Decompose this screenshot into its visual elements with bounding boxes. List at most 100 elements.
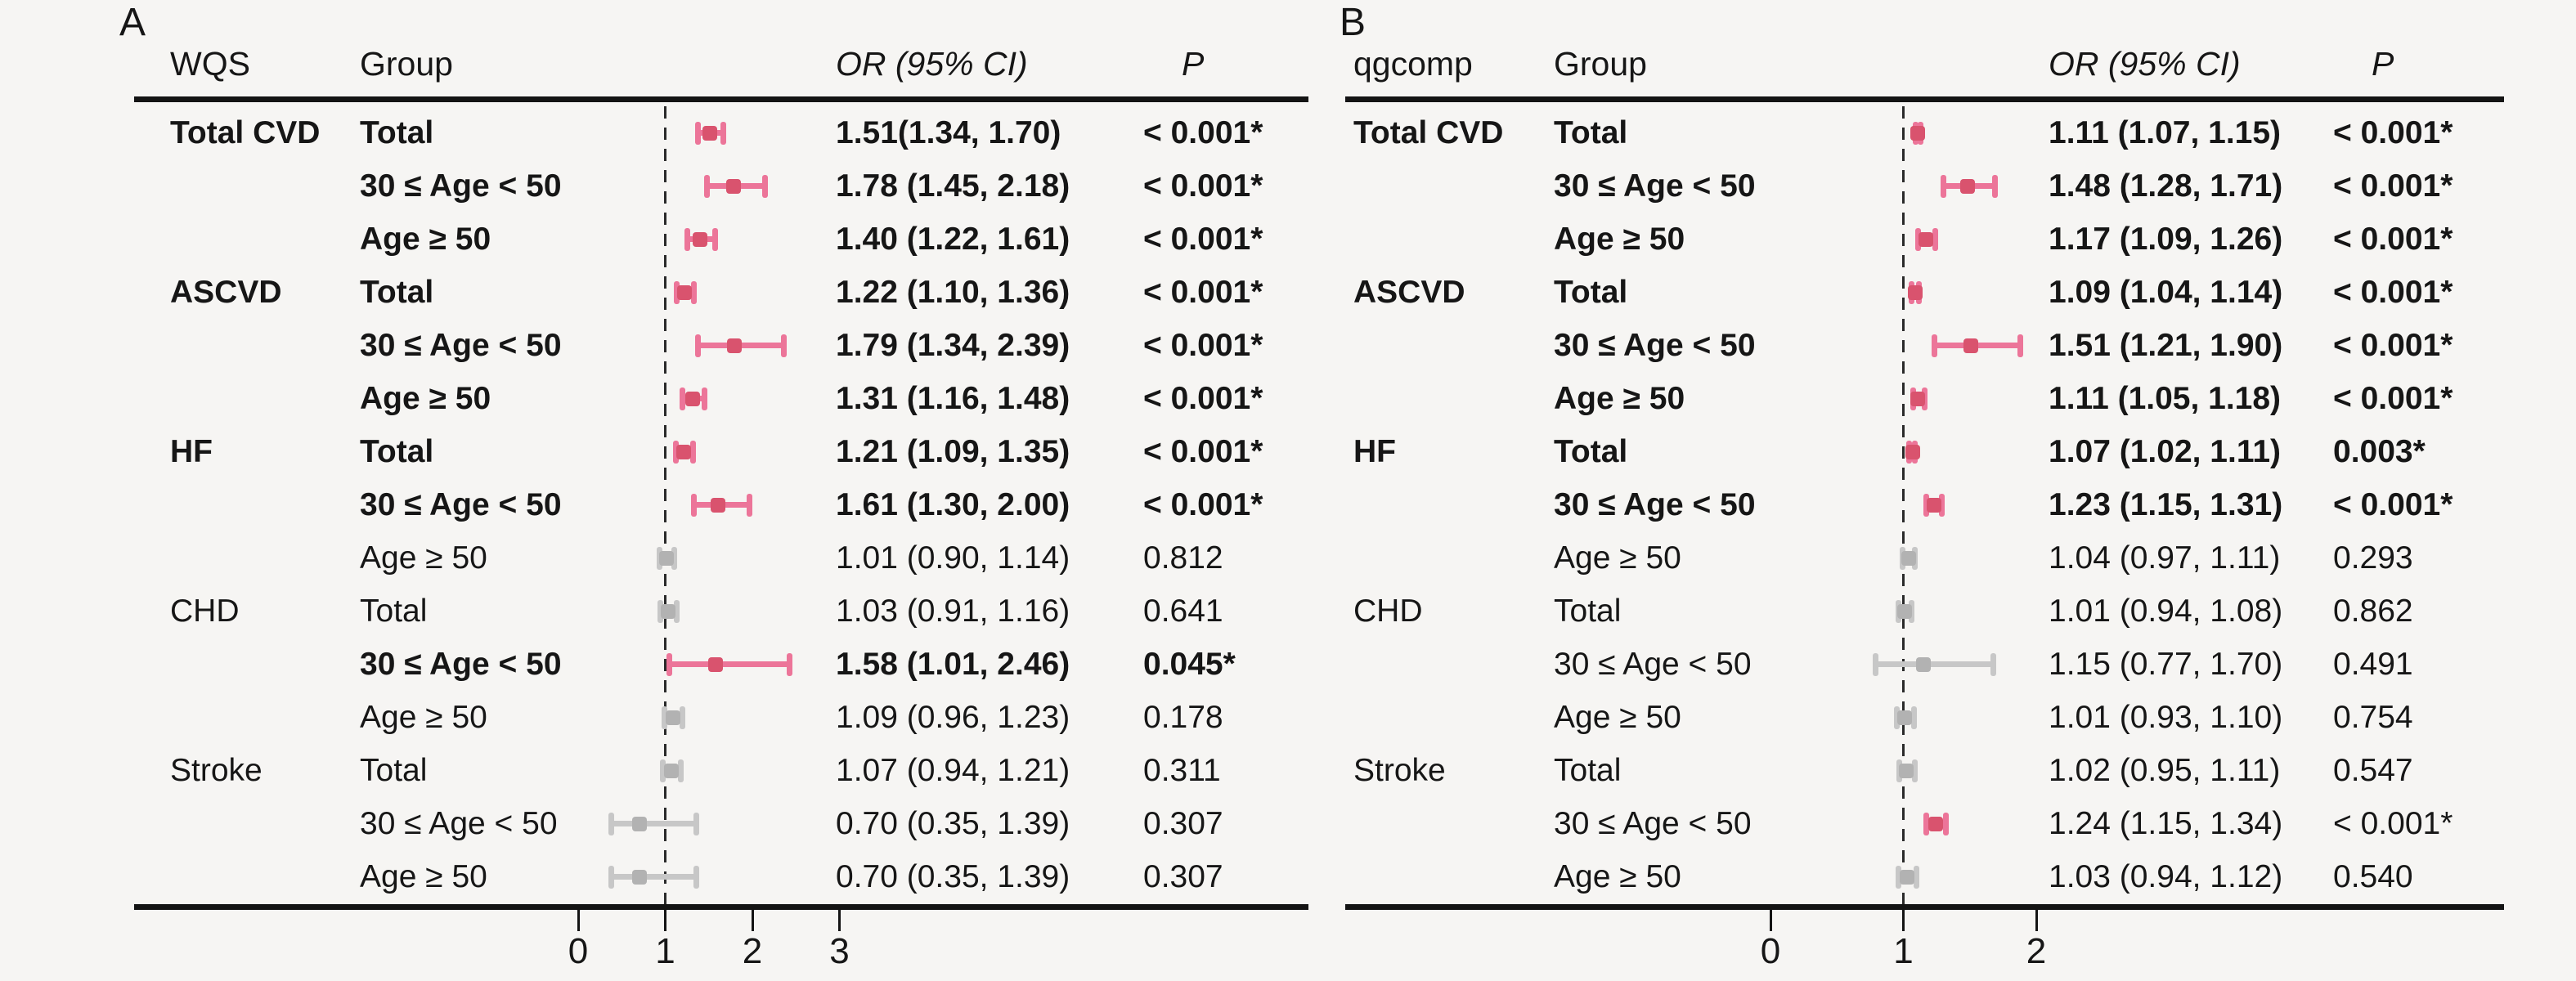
panel-b-ci-line <box>1873 661 1997 668</box>
panel-b-header-rule <box>1345 96 2504 102</box>
panel-b-error-bar <box>1923 494 1945 517</box>
panel-a-ci-cap-right <box>701 387 707 410</box>
panel-b-point-estimate-marker <box>1905 444 1920 459</box>
panel-b-p-value: 0.547 <box>2333 753 2413 789</box>
panel-b-axis-tick <box>1902 910 1905 931</box>
panel-b-or-ci-value: 1.02 (0.95, 1.11) <box>2049 753 2281 789</box>
panel-a-p-value: < 0.001* <box>1143 274 1263 310</box>
panel-a-p-value: < 0.001* <box>1143 380 1263 416</box>
panel-a-or-ci-value: 0.70 (0.35, 1.39) <box>836 806 1070 842</box>
panel-a-p-value: < 0.001* <box>1143 487 1263 522</box>
panel-b-or-ci-value: 1.15 (0.77, 1.70) <box>2049 647 2283 683</box>
panel-a-error-bar <box>662 706 685 730</box>
panel-a-error-bar <box>691 494 752 517</box>
panel-a-or-ci-value: 0.70 (0.35, 1.39) <box>836 859 1070 895</box>
panel-b-error-bar <box>1910 121 1926 145</box>
panel-b-error-bar <box>1910 387 1928 410</box>
panel-b-group-label: Age ≥ 50 <box>1554 221 1685 257</box>
panel-b-group-label: Age ≥ 50 <box>1554 540 1681 576</box>
panel-b-or-ci-value: 1.01 (0.93, 1.10) <box>2049 700 2283 736</box>
panel-b-or-ci-value: 1.03 (0.94, 1.12) <box>2049 859 2283 895</box>
panel-b-or-ci-value: 1.24 (1.15, 1.34) <box>2049 806 2283 842</box>
panel-a-point-estimate-marker <box>711 498 726 513</box>
panel-a-axis-tick <box>577 910 580 931</box>
panel-a-p-value: 0.045* <box>1143 647 1236 683</box>
panel-b-error-bar <box>1899 547 1919 571</box>
panel-a-ci-cap-left <box>673 440 680 464</box>
panel-a-p-value: 0.307 <box>1143 806 1223 842</box>
panel-a-outcome-label: CHD <box>170 594 240 629</box>
panel-a-group-label: Total <box>360 433 434 469</box>
panel-b-axis-tick <box>2035 910 2038 931</box>
panel-a-ci-cap-right <box>679 706 685 730</box>
panel-b-group-label: Total <box>1554 594 1622 629</box>
panel-b-error-bar <box>1931 334 2023 357</box>
panel-b-ci-cap-right <box>1932 227 1938 251</box>
panel-b-group-label: Age ≥ 50 <box>1554 700 1681 736</box>
panel-a-point-estimate-marker <box>702 125 717 141</box>
panel-b-column-header-group: Group <box>1554 45 1647 83</box>
panel-b-p-value: < 0.001* <box>2333 114 2453 150</box>
panel-b-point-estimate-marker <box>1915 657 1931 673</box>
panel-b-reference-line <box>1902 106 1905 904</box>
panel-b-outcome-label: Total CVD <box>1353 114 1504 150</box>
panel-a-header-rule <box>134 96 1308 102</box>
panel-a-ci-cap-left <box>694 121 701 145</box>
panel-a-group-label: Age ≥ 50 <box>360 380 491 416</box>
panel-b-p-value: 0.540 <box>2333 859 2413 895</box>
panel-a-p-value: 0.641 <box>1143 594 1223 629</box>
panel-b-error-bar <box>1941 174 1998 198</box>
panel-b-ci-cap-right <box>1991 174 1998 198</box>
panel-b-axis-tick-label: 2 <box>2026 931 2047 971</box>
panel-a-error-bar <box>694 334 787 357</box>
panel-a-or-ci-value: 1.09 (0.96, 1.23) <box>836 700 1070 736</box>
panel-b-group-label: Total <box>1554 274 1628 310</box>
panel-a-group-label: Age ≥ 50 <box>360 540 487 576</box>
panel-a-outcome-label: HF <box>170 433 213 469</box>
panel-a-column-header-p: P <box>1182 45 1205 83</box>
panel-a-ci-cap-left <box>662 706 668 730</box>
panel-a-label: A <box>119 1 146 44</box>
panel-b-error-bar <box>1895 600 1914 624</box>
panel-b-label: B <box>1340 1 1367 44</box>
panel-b-or-ci-value: 1.01 (0.94, 1.08) <box>2049 594 2283 629</box>
panel-a-axis-tick-label: 2 <box>742 931 763 971</box>
panel-a-ci-cap-right <box>693 813 700 836</box>
panel-a-error-bar <box>608 813 700 836</box>
panel-b-ci-cap-left <box>1915 227 1922 251</box>
panel-a-group-label: 30 ≤ Age < 50 <box>360 487 562 522</box>
panel-a-error-bar <box>674 280 697 304</box>
panel-a-error-bar <box>656 547 678 571</box>
panel-a-p-value: 0.307 <box>1143 859 1223 895</box>
panel-a-column-header-group: Group <box>360 45 453 83</box>
panel-a-p-value: < 0.001* <box>1143 168 1263 204</box>
panel-a-or-ci-value: 1.40 (1.22, 1.61) <box>836 221 1070 257</box>
panel-a-ci-cap-left <box>704 174 711 198</box>
panel-a-group-label: Age ≥ 50 <box>360 221 491 257</box>
panel-b-error-bar <box>1923 813 1949 836</box>
panel-b-group-label: 30 ≤ Age < 50 <box>1554 806 1752 842</box>
panel-a-ci-cap-right <box>712 227 719 251</box>
panel-a-ci-cap-right <box>689 440 696 464</box>
panel-a-ci-cap-left <box>660 759 666 783</box>
panel-b-or-ci-value: 1.48 (1.28, 1.71) <box>2049 168 2283 204</box>
panel-a-or-ci-value: 1.79 (1.34, 2.39) <box>836 327 1070 363</box>
panel-b-ci-cap-right <box>1910 706 1917 730</box>
panel-b-error-bar <box>1873 653 1997 677</box>
panel-a-group-label: 30 ≤ Age < 50 <box>360 647 562 683</box>
panel-b-group-label: 30 ≤ Age < 50 <box>1554 168 1756 204</box>
panel-b-column-header-p: P <box>2372 45 2394 83</box>
panel-a-point-estimate-marker <box>631 817 647 832</box>
panel-a-p-value: < 0.001* <box>1143 114 1263 150</box>
panel-b-error-bar <box>1894 706 1917 730</box>
panel-b-ci-cap-right <box>2017 334 2023 357</box>
panel-a-outcome-label: Stroke <box>170 753 263 789</box>
panel-a-ci-cap-right <box>693 866 700 889</box>
panel-a-p-value: 0.812 <box>1143 540 1223 576</box>
panel-a-group-label: Total <box>360 114 434 150</box>
panel-b-axis-tick <box>1769 910 1772 931</box>
panel-b-or-ci-value: 1.17 (1.09, 1.26) <box>2049 221 2283 257</box>
panel-a-ci-cap-left <box>666 653 672 677</box>
panel-a-or-ci-value: 1.22 (1.10, 1.36) <box>836 274 1070 310</box>
panel-b-point-estimate-marker <box>1900 870 1915 885</box>
